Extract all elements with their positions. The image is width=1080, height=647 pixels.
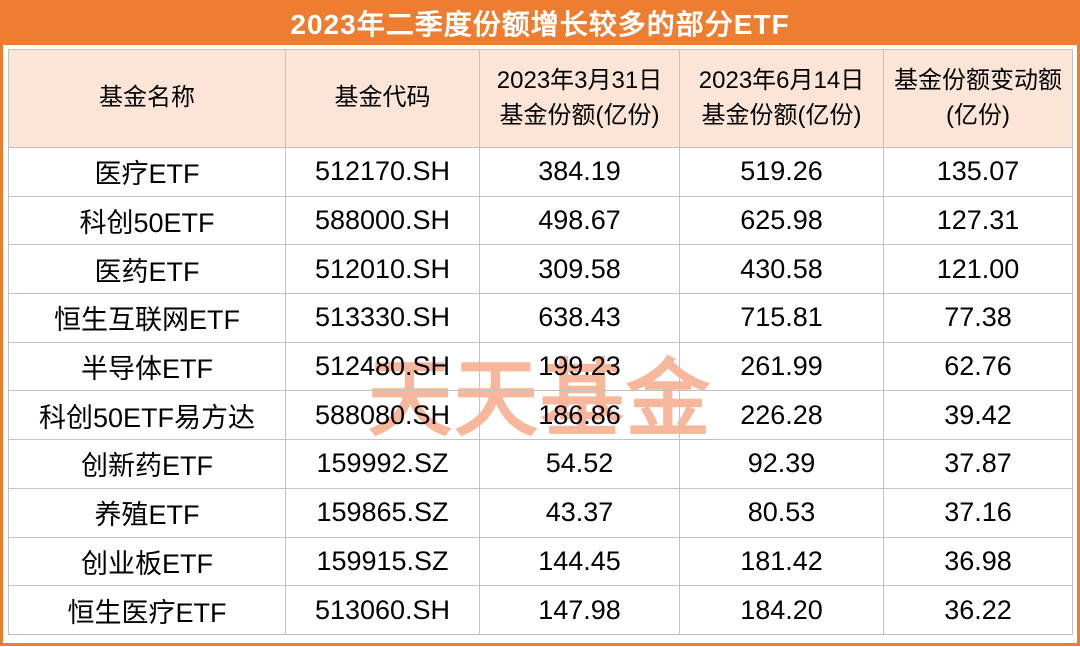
share-change-cell: 62.76 <box>883 341 1073 392</box>
table-row: 创业板ETF 159915.SZ 144.45 181.42 36.98 <box>8 536 1073 587</box>
share-change-cell: 36.22 <box>883 585 1073 635</box>
share-change-cell: 121.00 <box>883 244 1073 295</box>
shares-20230614-cell: 519.26 <box>679 147 884 197</box>
fund-code-cell: 513060.SH <box>285 585 480 635</box>
shares-20230614-cell: 715.81 <box>679 293 884 343</box>
table-row: 科创50ETF易方达 588080.SH 186.86 226.28 39.42 <box>8 390 1073 441</box>
shares-20230614-cell: 261.99 <box>679 341 884 392</box>
column-header-5: 基金份额变动额(亿份) <box>883 49 1073 148</box>
fund-code-cell: 512010.SH <box>285 244 480 295</box>
fund-code-cell: 159865.SZ <box>285 487 480 538</box>
table-row: 医疗ETF 512170.SH 384.19 519.26 135.07 <box>8 147 1073 197</box>
shares-20230331-cell: 384.19 <box>479 147 680 197</box>
share-change-cell: 135.07 <box>883 147 1073 197</box>
shares-20230331-cell: 147.98 <box>479 585 680 635</box>
etf-table: 基金名称 基金代码 2023年3月31日基金份额(亿份) 2023年6月14日基金份额… <box>8 49 1073 635</box>
share-change-cell: 37.16 <box>883 487 1073 538</box>
column-header-1: 基金名称 <box>8 49 286 148</box>
share-change-cell: 36.98 <box>883 536 1073 587</box>
shares-20230331-cell: 43.37 <box>479 487 680 538</box>
table-row: 养殖ETF 159865.SZ 43.37 80.53 37.16 <box>8 487 1073 538</box>
fund-code-cell: 513330.SH <box>285 293 480 343</box>
shares-20230331-cell: 144.45 <box>479 536 680 587</box>
share-change-cell: 37.87 <box>883 439 1073 489</box>
fund-name-cell: 养殖ETF <box>8 487 286 538</box>
fund-code-cell: 588080.SH <box>285 390 480 441</box>
shares-20230614-cell: 226.28 <box>679 390 884 441</box>
fund-name-cell: 创新药ETF <box>8 439 286 489</box>
shares-20230614-cell: 92.39 <box>679 439 884 489</box>
shares-20230614-cell: 80.53 <box>679 487 884 538</box>
header-row: 基金名称 基金代码 2023年3月31日基金份额(亿份) 2023年6月14日基金份额… <box>8 49 1073 148</box>
shares-20230614-cell: 625.98 <box>679 195 884 246</box>
shares-20230614-cell: 181.42 <box>679 536 884 587</box>
column-header-3: 2023年3月31日基金份额(亿份) <box>479 49 680 148</box>
fund-code-cell: 159992.SZ <box>285 439 480 489</box>
fund-name-cell: 科创50ETF <box>8 195 286 246</box>
fund-name-cell: 科创50ETF易方达 <box>8 390 286 441</box>
fund-name-cell: 半导体ETF <box>8 341 286 392</box>
shares-20230614-cell: 184.20 <box>679 585 884 635</box>
shares-20230331-cell: 498.67 <box>479 195 680 246</box>
fund-code-cell: 512170.SH <box>285 147 480 197</box>
table-row: 半导体ETF 512480.SH 199.23 261.99 62.76 <box>8 341 1073 392</box>
fund-name-cell: 恒生互联网ETF <box>8 293 286 343</box>
table-row: 创新药ETF 159992.SZ 54.52 92.39 37.87 <box>8 439 1073 489</box>
share-change-cell: 39.42 <box>883 390 1073 441</box>
shares-20230331-cell: 309.58 <box>479 244 680 295</box>
fund-name-cell: 恒生医疗ETF <box>8 585 286 635</box>
share-change-cell: 127.31 <box>883 195 1073 246</box>
fund-name-cell: 医疗ETF <box>8 147 286 197</box>
shares-20230331-cell: 54.52 <box>479 439 680 489</box>
column-header-4: 2023年6月14日基金份额(亿份) <box>679 49 884 148</box>
table-row: 医药ETF 512010.SH 309.58 430.58 121.00 <box>8 244 1073 295</box>
table-row: 恒生互联网ETF 513330.SH 638.43 715.81 77.38 <box>8 293 1073 343</box>
shares-20230331-cell: 638.43 <box>479 293 680 343</box>
fund-code-cell: 588000.SH <box>285 195 480 246</box>
fund-name-cell: 创业板ETF <box>8 536 286 587</box>
share-change-cell: 77.38 <box>883 293 1073 343</box>
table-title: 2023年二季度份额增长较多的部分ETF <box>0 0 1080 45</box>
table-row: 恒生医疗ETF 513060.SH 147.98 184.20 36.22 <box>8 585 1073 635</box>
table-row: 科创50ETF 588000.SH 498.67 625.98 127.31 <box>8 195 1073 246</box>
shares-20230331-cell: 186.86 <box>479 390 680 441</box>
shares-20230331-cell: 199.23 <box>479 341 680 392</box>
column-header-2: 基金代码 <box>285 49 480 148</box>
fund-name-cell: 医药ETF <box>8 244 286 295</box>
table-body: 医疗ETF 512170.SH 384.19 519.26 135.07 科创50ETF 5… <box>8 147 1073 635</box>
shares-20230614-cell: 430.58 <box>679 244 884 295</box>
fund-code-cell: 512480.SH <box>285 341 480 392</box>
fund-code-cell: 159915.SZ <box>285 536 480 587</box>
